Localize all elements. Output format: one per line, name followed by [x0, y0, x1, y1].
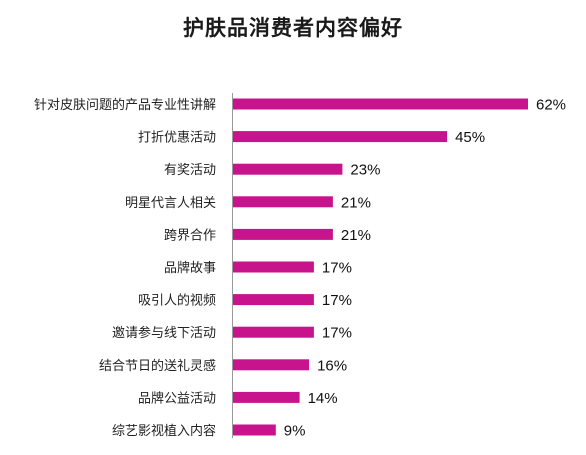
value-label-0: 62% — [536, 97, 566, 114]
value-label-1: 45% — [455, 129, 485, 146]
bar-0 — [233, 98, 528, 110]
value-label-4: 21% — [341, 227, 371, 244]
value-labels-layer: 62% 45% 23% 21% 21% 17% 17% 17% 16% 14%9% — [284, 97, 566, 440]
bar-6 — [233, 294, 314, 306]
bars-layer — [233, 98, 528, 436]
bar-4 — [233, 228, 333, 240]
category-label-8: 结合节日的送礼灵感 — [99, 358, 216, 374]
category-label-1: 打折优惠活动 — [138, 131, 216, 146]
value-label-6: 17% — [322, 292, 352, 309]
bar-5 — [233, 261, 314, 273]
bar-3 — [233, 196, 333, 208]
category-label-0: 针对皮肤问题的产品专业性讲解 — [34, 97, 216, 113]
category-labels-layer: 针对皮肤问题的产品专业性讲解打折优惠活动有奖活动明星代言人相关跨界合作品牌故事吸… — [34, 97, 216, 439]
category-label-6: 吸引人的视频 — [138, 293, 216, 309]
bar-10 — [233, 424, 276, 436]
chart-title: 护肤品消费者内容偏好 — [183, 16, 403, 40]
bar-1 — [233, 131, 448, 143]
category-label-10: 综艺影视植入内容 — [112, 423, 216, 439]
value-label-10: 9% — [284, 423, 306, 440]
bar-9 — [233, 391, 300, 403]
category-label-2: 有奖活动 — [164, 163, 216, 178]
bar-2 — [233, 163, 343, 175]
category-label-3: 明星代言人相关 — [125, 196, 216, 211]
bar-7 — [233, 326, 314, 338]
value-label-3: 21% — [341, 194, 371, 211]
category-label-7: 邀请参与线下活动 — [112, 325, 216, 341]
value-label-9: 14% — [308, 390, 338, 407]
category-label-9: 品牌公益活动 — [138, 390, 216, 406]
value-label-7: 17% — [322, 325, 352, 342]
category-label-4: 跨界合作 — [164, 228, 216, 243]
value-label-2: 23% — [350, 162, 380, 179]
category-label-5: 品牌故事 — [164, 260, 216, 276]
value-label-8: 16% — [317, 357, 347, 374]
bar-8 — [233, 359, 310, 371]
value-label-5: 17% — [322, 260, 352, 277]
